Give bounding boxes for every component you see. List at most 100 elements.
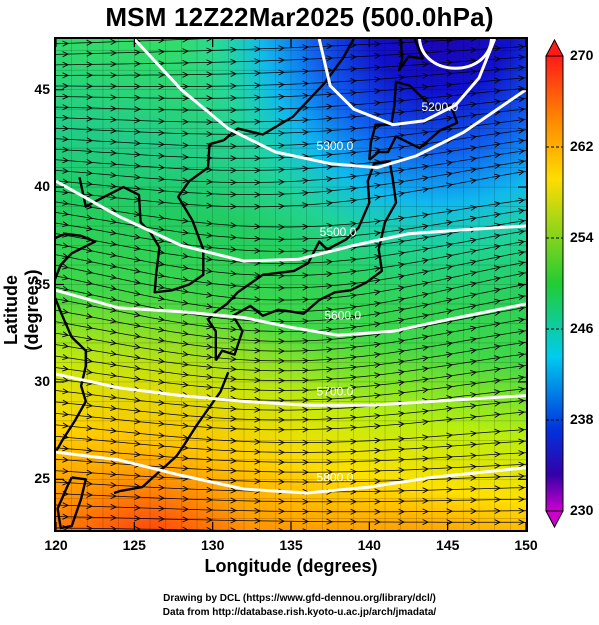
wind-arrow (110, 116, 118, 123)
wind-arrow (278, 527, 284, 530)
credit-data: Data from http://database.rish.kyoto-u.a… (162, 607, 437, 618)
wind-arrow (350, 314, 358, 321)
wind-arrow (62, 93, 70, 100)
wind-arrow (278, 416, 286, 424)
wind-arrow (62, 422, 70, 429)
wind-arrow (206, 446, 214, 453)
wind-arrow (350, 458, 358, 465)
wind-arrow (182, 465, 190, 472)
wind-arrow (446, 351, 454, 358)
contour-line (56, 450, 526, 495)
wind-arrow (62, 146, 70, 153)
wind-arrow (278, 57, 286, 64)
wind-arrow (326, 449, 334, 456)
wind-arrow (422, 246, 430, 253)
wind-arrow (278, 236, 286, 243)
wind-arrow (134, 525, 142, 530)
wind-arrow (278, 166, 286, 173)
wind-arrow (446, 432, 454, 439)
wind-arrow (110, 427, 118, 434)
wind-arrow (110, 317, 118, 324)
wind-arrow (254, 386, 262, 394)
wind-arrow (422, 376, 430, 383)
wind-arrow (398, 86, 406, 93)
colorbar-min-arrow (545, 510, 564, 529)
wind-arrow (158, 129, 166, 136)
wind-arrow (326, 406, 334, 413)
wind-arrow (446, 497, 454, 504)
wind-arrow (494, 130, 502, 137)
wind-arrow (158, 357, 166, 364)
wind-arrow (182, 516, 190, 523)
wind-arrow (254, 497, 262, 505)
wind-arrow (206, 202, 214, 209)
wind-arrow (326, 386, 334, 393)
wind-arrow (158, 214, 166, 221)
wind-arrow (134, 365, 142, 371)
wind-arrow (374, 194, 382, 201)
wind-arrow (350, 518, 358, 525)
wind-arrow (278, 439, 286, 446)
wind-arrow (254, 517, 262, 524)
x-tick-label: 140 (357, 537, 381, 553)
wind-arrow (350, 324, 358, 331)
wind-arrow (374, 100, 382, 107)
wind-arrow (278, 387, 286, 394)
wind-arrow (326, 439, 334, 446)
wind-arrow (470, 68, 478, 75)
wind-arrow (374, 351, 382, 358)
wind-arrow (62, 178, 70, 185)
coastline-hokkaido (368, 80, 459, 161)
wind-arrow (302, 284, 310, 291)
wind-arrow (302, 449, 310, 456)
wind-arrow (278, 178, 286, 185)
wind-arrow (350, 77, 358, 85)
wind-arrow (206, 516, 214, 523)
wind-arrow (374, 488, 382, 495)
wind-arrow (254, 70, 262, 77)
wind-arrow (158, 226, 166, 233)
wind-arrow (446, 253, 454, 260)
wind-arrow (182, 142, 190, 149)
wind-arrow (278, 105, 286, 112)
wind-arrow (302, 498, 310, 505)
wind-arrow (494, 120, 502, 127)
wind-arrow (470, 259, 478, 266)
y-axis-label: Latitude (degrees) (1, 269, 42, 351)
wind-arrow (470, 485, 478, 492)
wind-arrow (494, 141, 502, 148)
wind-arrow (302, 459, 310, 466)
temperature-field-map: 5200.0 5300.0 5500.0 5600.0 5700.0 5800.0 (56, 39, 526, 530)
wind-arrow (158, 141, 166, 148)
wind-arrow (230, 270, 238, 277)
coastline-china-east (56, 296, 87, 455)
wind-arrow (374, 300, 382, 307)
wind-arrow (86, 214, 94, 221)
wind-arrow (206, 496, 214, 503)
wind-arrow (278, 45, 286, 52)
wind-arrow (230, 94, 238, 102)
wind-arrow (182, 526, 190, 530)
wind-arrow (206, 190, 214, 197)
wind-arrow (182, 39, 190, 43)
x-tick-label: 120 (44, 537, 68, 553)
wind-arrow (446, 81, 454, 88)
wind-arrow (158, 399, 166, 406)
wind-arrow (326, 258, 334, 265)
wind-arrow (278, 69, 286, 76)
wind-arrow (398, 446, 406, 453)
wind-arrow (374, 170, 382, 177)
wind-arrow (446, 39, 454, 44)
wind-arrow (350, 478, 358, 485)
wind-arrow (398, 250, 406, 257)
wind-arrow (182, 118, 190, 125)
wind-arrow (374, 40, 382, 47)
contour-label: 5700.0 (317, 385, 354, 399)
wind-arrow (422, 39, 430, 45)
wind-arrow (494, 440, 502, 447)
wind-arrow (494, 39, 499, 41)
wind-arrow (62, 354, 70, 361)
wind-arrow (302, 177, 310, 184)
wind-arrow (230, 507, 238, 514)
wind-arrow (326, 115, 334, 122)
